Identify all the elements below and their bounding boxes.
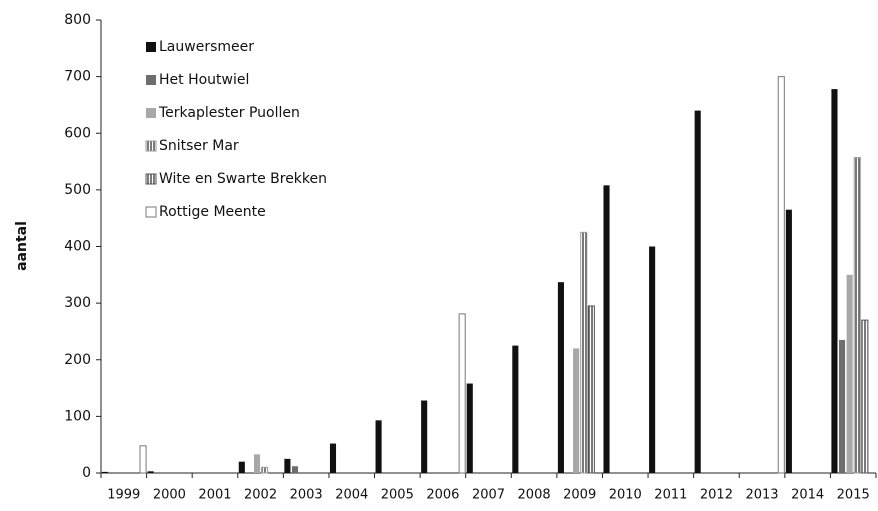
bar: [139, 445, 147, 474]
y-tick-label: 700: [64, 69, 91, 85]
bar: [846, 274, 853, 473]
bar: [147, 471, 154, 473]
y-tick-label: 100: [64, 408, 91, 424]
bar: [649, 246, 656, 473]
bar: [421, 400, 428, 473]
legend-label: Lauwersmeer: [159, 39, 254, 55]
bar: [785, 209, 792, 473]
y-tick-label: 200: [64, 352, 91, 368]
x-tick-label: 2005: [381, 488, 414, 503]
legend-label: Wite en Swarte Brekken: [159, 171, 327, 187]
bar: [284, 458, 291, 473]
bar: [580, 231, 588, 474]
bar: [238, 461, 245, 473]
x-tick-label: 2013: [745, 488, 778, 503]
x-tick-label: 2001: [198, 488, 231, 503]
bar: [375, 420, 382, 473]
x-tick-label: 2011: [654, 488, 687, 503]
bar: [102, 471, 109, 473]
x-tick-label: 2000: [153, 488, 186, 503]
y-tick-label: 800: [64, 12, 91, 28]
bar: [587, 305, 595, 474]
bar: [603, 185, 610, 473]
legend-swatch: [145, 206, 157, 218]
legend-label: Terkaplester Puollen: [158, 105, 300, 121]
legend-label: Snitser Mar: [159, 138, 239, 154]
x-tick-label: 2015: [837, 488, 870, 503]
legend-swatch: [145, 173, 157, 185]
legend-swatch: [146, 42, 156, 52]
legend-swatch: [146, 75, 156, 85]
y-tick-label: 400: [64, 239, 91, 255]
bar: [329, 443, 337, 473]
legend-swatch: [145, 140, 157, 152]
bar: [261, 466, 269, 474]
x-tick-label: 2002: [244, 488, 277, 503]
bar: [253, 454, 261, 473]
bar: [512, 345, 519, 473]
bar: [861, 319, 869, 474]
x-tick-label: 2007: [472, 488, 505, 503]
bar: [694, 110, 701, 473]
y-axis-label: aantal: [14, 221, 30, 271]
bar: [573, 348, 580, 473]
bar: [291, 466, 299, 473]
bar: [853, 157, 861, 474]
y-tick-label: 500: [64, 182, 91, 198]
bar: [557, 282, 564, 473]
bar: [458, 313, 466, 474]
legend-label: Het Houtwiel: [159, 72, 249, 88]
y-tick-label: 600: [64, 125, 91, 141]
bar: [839, 339, 846, 473]
x-tick-label: 1999: [107, 488, 140, 503]
x-tick-label: 2008: [518, 488, 551, 503]
y-tick-label: 300: [64, 295, 91, 311]
x-tick-label: 2009: [563, 488, 596, 503]
x-tick-label: 2012: [700, 488, 733, 503]
bar: [466, 383, 473, 473]
x-tick-label: 2014: [791, 488, 824, 503]
legend-label: Rottige Meente: [159, 204, 266, 220]
x-tick-label: 2004: [335, 488, 368, 503]
x-tick-label: 2003: [290, 488, 323, 503]
y-tick-label: 0: [82, 465, 91, 481]
x-tick-label: 2010: [609, 488, 642, 503]
bar: [831, 89, 838, 474]
legend-swatch: [146, 108, 156, 118]
x-tick-label: 2006: [426, 488, 459, 503]
bar: [777, 76, 785, 474]
